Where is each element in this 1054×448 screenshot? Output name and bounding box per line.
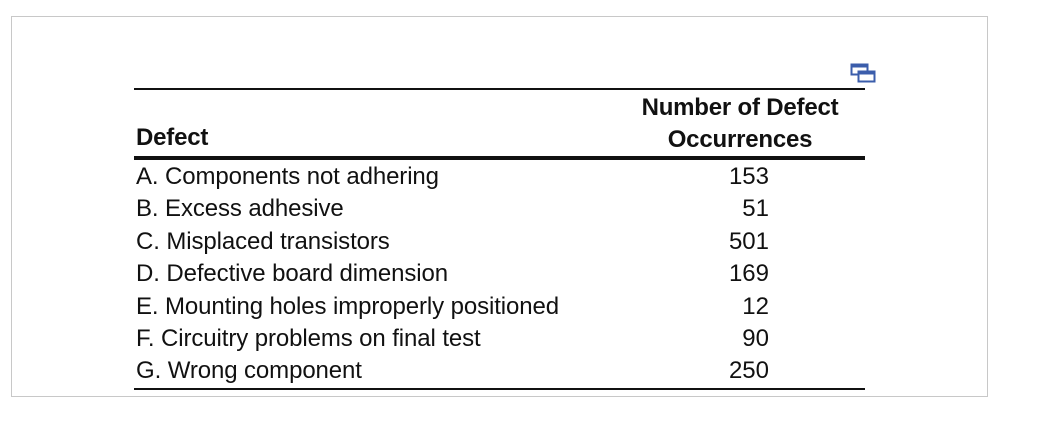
defect-cell: A. Components not adhering [136,163,439,190]
column-header-occurrences-line1: Number of Defect [641,94,839,121]
occurrences-cell: 12 [742,292,769,320]
table-row: B. Excess adhesive 51 [134,193,865,225]
table-header-rule [134,156,865,160]
occurrences-cell: 250 [728,357,769,385]
column-header-occurrences: Number of Defect Occurrences [619,92,861,156]
table-row: D. Defective board dimension 169 [134,258,865,290]
defect-cell: D. Defective board dimension [136,260,449,288]
table-row: C. Misplaced transistors 501 [134,226,865,258]
defect-cell: G. Wrong component [136,357,362,385]
table-header: Defect Number of Defect Occurrences [134,90,865,156]
defect-table: Defect Number of Defect Occurrences A. C… [134,88,865,390]
defect-cell: F. Circuitry problems on final test [136,324,481,352]
table-row: G. Wrong component 250 [134,355,865,387]
occurrences-cell: 90 [742,324,769,352]
occurrences-cell: 153 [728,163,769,190]
table-bottom-rule [134,387,865,390]
defect-cell: B. Excess adhesive [136,195,344,223]
table-frame [11,16,988,397]
copy-icon[interactable] [850,63,876,83]
occurrences-cell: 169 [728,260,769,288]
table-row: A. Components not adhering 153 [134,161,865,193]
table-body: A. Components not adhering 153 B. Excess… [134,160,865,388]
table-top-rule [134,88,865,90]
defect-cell: C. Misplaced transistors [136,227,390,255]
table-row: F. Circuitry problems on final test 90 [134,323,865,355]
column-header-occurrences-line2: Occurrences [667,126,813,153]
defect-cell: E. Mounting holes improperly positioned [136,292,560,320]
table-row: E. Mounting holes improperly positioned … [134,291,865,323]
occurrences-cell: 51 [742,195,769,223]
occurrences-cell: 501 [728,227,769,255]
column-header-defect: Defect [136,124,209,151]
